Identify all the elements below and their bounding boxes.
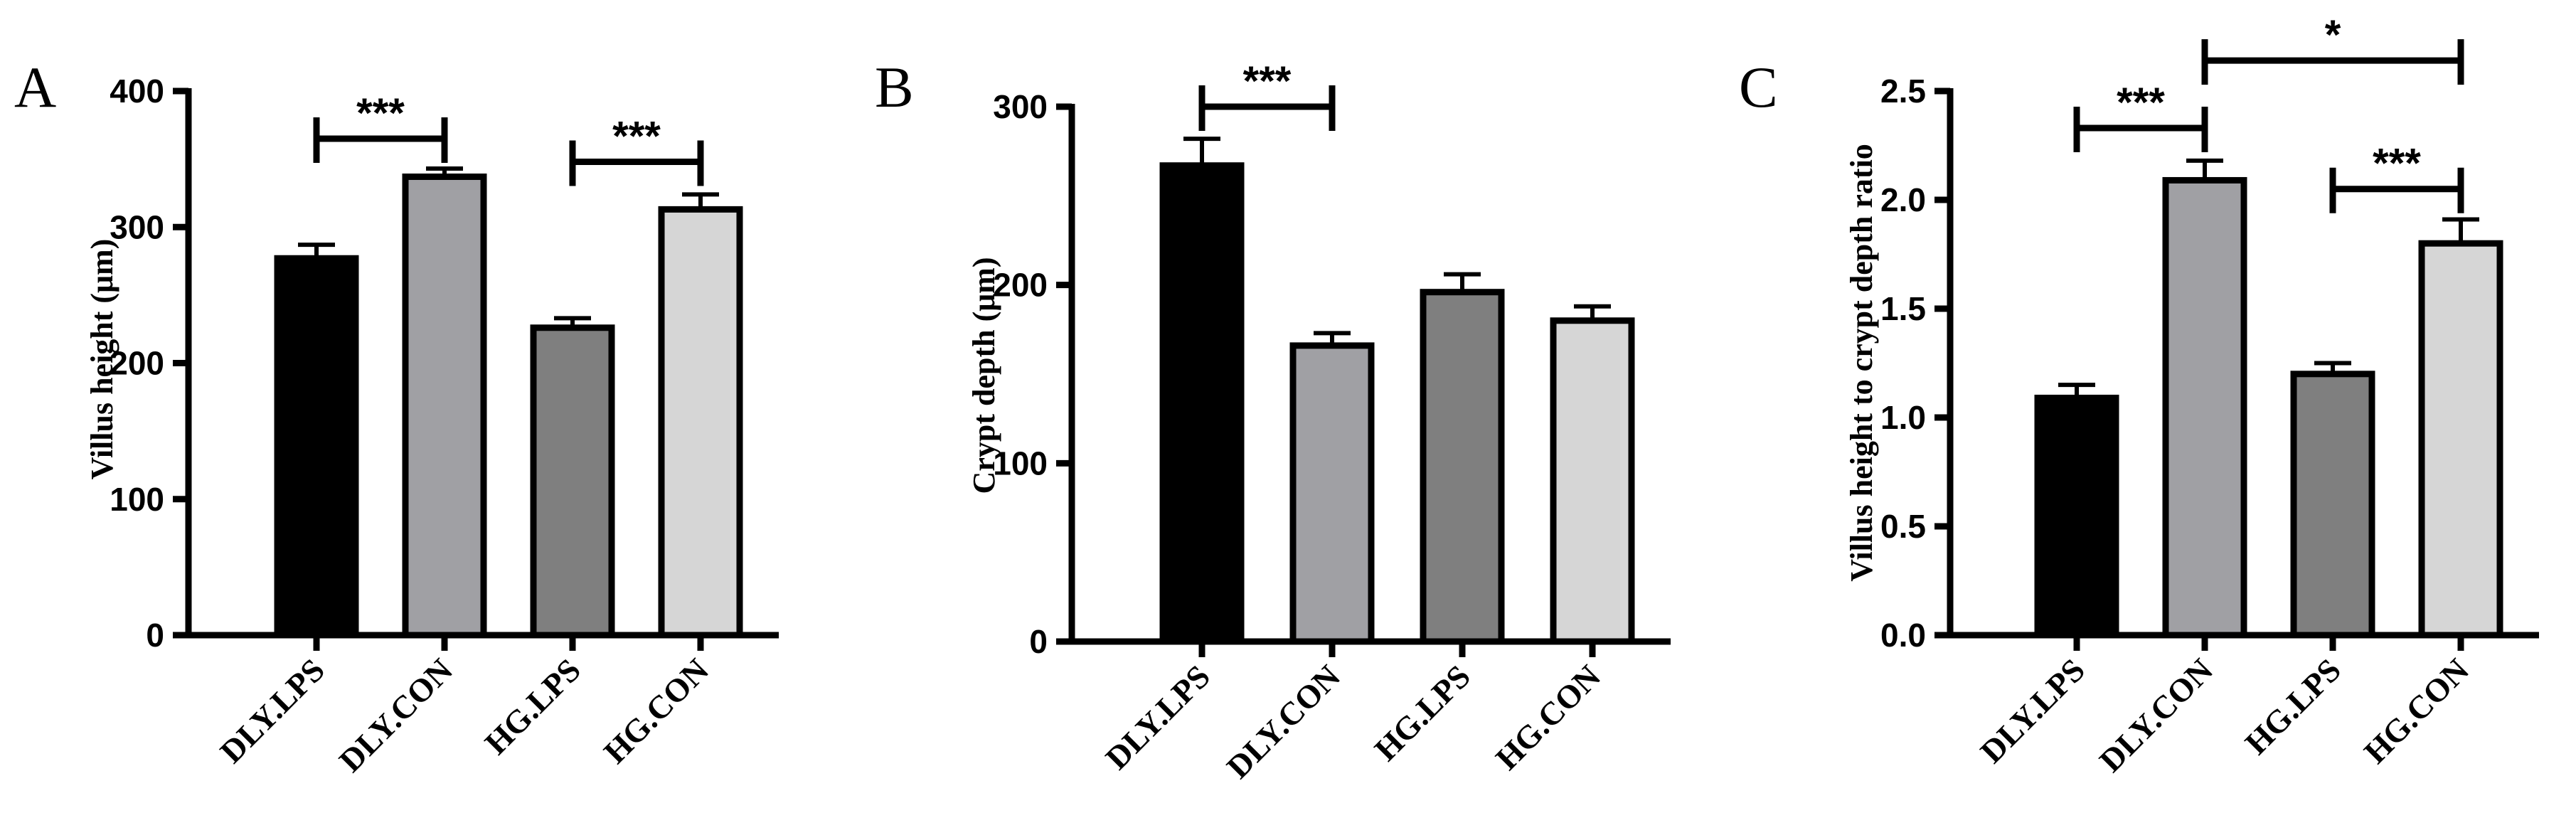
bar xyxy=(2034,394,2119,639)
y-tick-label: 2.5 xyxy=(1880,73,1926,110)
x-tick-label: HG.CON xyxy=(597,651,715,770)
significance-label: * xyxy=(2325,12,2341,58)
bar xyxy=(2290,371,2375,639)
x-tick-label: HG.CON xyxy=(2357,651,2476,770)
bar xyxy=(1420,289,1505,645)
x-tick-label: DLY.CON xyxy=(1220,658,1347,785)
x-tick-label: HG.LPS xyxy=(478,651,587,761)
significance-label: *** xyxy=(612,113,661,159)
significance-label: *** xyxy=(2117,80,2165,126)
bar xyxy=(274,255,359,639)
y-tick-label: 2.0 xyxy=(1880,181,1926,218)
bar xyxy=(402,173,487,639)
bar-chart-b: 0 100 200 300 DLY.LPS DLY.CON HG.LPS HG.CON *** xyxy=(993,58,1671,785)
significance-label: *** xyxy=(356,90,405,137)
x-tick-label: HG.LPS xyxy=(2238,651,2348,761)
panel-letter-b: B xyxy=(875,55,914,119)
bar xyxy=(530,324,615,639)
bar-chart-a: 0 100 200 300 400 DLY.LPS DLY.CON HG.LPS HG.CON *… xyxy=(110,73,779,779)
y-tick-label: 300 xyxy=(110,208,164,245)
panel-letter-c: C xyxy=(1739,55,1778,119)
y-tick-label: 1.0 xyxy=(1880,399,1926,436)
bar xyxy=(1550,317,1635,645)
panel-letter-a: A xyxy=(14,55,56,119)
x-tick-label: DLY.LPS xyxy=(1099,658,1218,777)
bar xyxy=(1159,162,1245,645)
bar xyxy=(1289,342,1375,645)
ylabel-b: Crypt depth (μm) xyxy=(967,257,1001,494)
y-tick-label: 1.5 xyxy=(1880,290,1926,327)
x-tick-label: DLY.LPS xyxy=(1974,651,2092,770)
x-tick-label: DLY.CON xyxy=(332,651,459,779)
x-tick-label: DLY.CON xyxy=(2092,651,2220,779)
ylabel-a: Villus height (μm) xyxy=(85,239,119,480)
bar xyxy=(2162,176,2247,639)
y-tick-label: 100 xyxy=(993,445,1048,482)
y-tick-label: 0 xyxy=(146,617,164,654)
bar-chart-c: 0.0 0.5 1.0 1.5 2.0 2.5 DLY.LPS DLY.CON HG.LPS HG… xyxy=(1880,12,2539,779)
y-tick-label: 0.0 xyxy=(1880,617,1926,654)
y-tick-label: 0 xyxy=(1029,623,1048,660)
y-tick-label: 0.5 xyxy=(1880,508,1926,545)
ylabel-c: Villus height to crypt depth ratio xyxy=(1844,144,1879,582)
significance-label: *** xyxy=(2373,141,2421,187)
x-tick-label: HG.LPS xyxy=(1368,658,1477,767)
y-tick-label: 400 xyxy=(110,73,164,110)
bar xyxy=(658,206,743,639)
y-tick-label: 100 xyxy=(110,481,164,518)
bar xyxy=(2418,240,2503,639)
y-tick-label: 200 xyxy=(110,345,164,382)
x-tick-label: HG.CON xyxy=(1489,658,1607,777)
significance-label: *** xyxy=(1243,58,1292,105)
x-tick-label: DLY.LPS xyxy=(213,651,332,770)
y-tick-label: 300 xyxy=(993,88,1048,125)
y-tick-label: 200 xyxy=(993,267,1048,304)
